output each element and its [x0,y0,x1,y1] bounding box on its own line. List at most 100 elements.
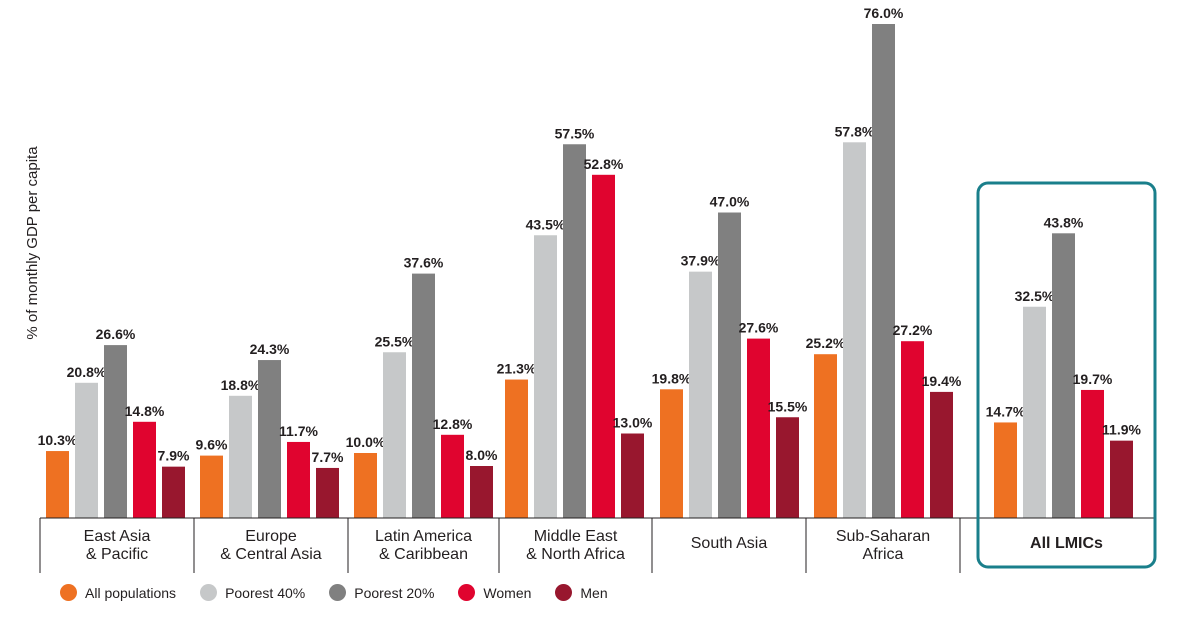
bar-value-label: 11.7% [279,423,318,439]
category-group: 10.0% 25.5% 37.6% 12.8% 8.0% [346,255,498,518]
legend-label: All populations [85,584,177,601]
bar-value-label: 57.8% [835,123,875,139]
legend-item: Men [555,584,608,601]
bar-value-label: 27.2% [893,322,933,338]
bar [660,389,683,518]
bar-value-label: 10.3% [38,432,78,448]
legend-swatch [60,584,77,601]
bar-value-label: 25.5% [375,333,415,349]
bar-value-label: 37.9% [681,253,721,269]
bar [258,360,281,518]
bar-value-label: 19.8% [652,370,692,386]
legend-label: Men [580,584,608,601]
bar [354,453,377,518]
bar [383,352,406,518]
bar-value-label: 13.0% [613,415,653,431]
bar [200,455,223,518]
bar [930,391,953,518]
bar-value-label: 14.8% [125,403,165,419]
x-tick-label: & Central Asia [220,546,321,563]
bar-value-label: 47.0% [710,194,750,210]
bar [1023,306,1046,518]
bar [104,345,127,518]
x-tick-label: All LMICs [1030,535,1103,552]
bar [747,338,770,518]
legend-label: Women [483,584,532,601]
legend-swatch [555,584,573,601]
x-tick-label: East Asia [84,528,151,545]
bar [843,142,866,519]
bar [994,422,1017,518]
bar [776,417,799,518]
x-tick-label: Latin America [375,528,472,545]
legend-swatch [329,584,347,601]
legend-label: Poorest 20% [354,584,435,601]
bar [563,144,586,518]
bar-value-label: 11.9% [1102,422,1141,438]
bar-value-label: 43.8% [1044,214,1084,230]
bar-value-label: 32.5% [1015,288,1055,304]
bar-value-label: 20.8% [67,364,107,380]
bar-value-label: 12.8% [433,416,473,432]
bar [46,451,69,518]
bar-value-label: 27.6% [739,320,779,336]
legend-item: Poorest 40% [200,584,305,601]
y-axis-label: % of monthly GDP per capita [24,146,41,340]
bar-value-label: 52.8% [584,156,624,172]
legend-item: Women [458,584,531,601]
x-tick-label: Sub-Saharan [836,528,930,545]
bar [133,421,156,518]
bar [505,379,528,518]
bar [592,174,615,519]
bar-value-label: 57.5% [555,125,595,141]
bar [229,395,252,518]
x-tick-label: Africa [863,546,904,563]
category-group: 25.2% 57.8% 76.0% 27.2% 19.4% [806,5,962,519]
bar-value-label: 7.7% [312,449,344,465]
bar-value-label: 19.7% [1073,371,1113,387]
bar-value-label: 25.2% [806,335,846,351]
bar [534,235,557,518]
bar-value-label: 15.5% [768,398,808,414]
bar-value-label: 14.7% [986,403,1026,419]
bar [689,271,712,518]
category-group: 21.3% 43.5% 57.5% 52.8% 13.0% [497,125,653,519]
bar [75,382,98,518]
category-group: 10.3% 20.8% 26.6% 14.8% 7.9% [38,326,190,518]
category-group: 9.6% 18.8% 24.3% 11.7% 7.7% [196,341,344,518]
bar-value-label: 7.9% [158,448,190,464]
x-tick-label: & North Africa [526,546,625,563]
bar-value-label: 76.0% [864,5,904,21]
bar [814,354,837,518]
legend: All populations Poorest 40% Poorest 20% Wom… [60,584,632,601]
bar [1110,440,1133,518]
bar-value-label: 10.0% [346,434,386,450]
bar [316,467,339,518]
legend-swatch [200,584,218,601]
bar-value-label: 18.8% [221,377,261,393]
bar-value-label: 21.3% [497,361,537,377]
bar [441,434,464,518]
bar [162,466,185,518]
bar [412,273,435,518]
bar-value-label: 19.4% [922,373,962,389]
x-tick-label: & Pacific [86,546,148,563]
bar-value-label: 9.6% [196,437,228,453]
bar-value-label: 26.6% [96,326,136,342]
bar [901,341,924,518]
highlight-box [976,181,1157,569]
bar-value-label: 43.5% [526,216,566,232]
bar-value-label: 24.3% [250,341,290,357]
x-tick-label: & Caribbean [379,546,468,563]
bar [621,433,644,518]
bars-layer: 10.3% 20.8% 26.6% 14.8% 7.9% 9.6% 18.8% 24.3% 11… [38,5,1142,519]
x-tick-label: Europe [245,528,297,545]
bar [1081,389,1104,518]
category-group: 19.8% 37.9% 47.0% 27.6% 15.5% [652,194,808,518]
x-tick-label: Middle East [534,528,618,545]
x-axis: East Asia& Pacific Europe& Central Asia La… [39,181,1157,573]
category-group: 14.7% 32.5% 43.8% 19.7% 11.9% [986,214,1142,519]
bar-value-label: 8.0% [466,447,498,463]
bar-value-label: 37.6% [404,255,444,271]
